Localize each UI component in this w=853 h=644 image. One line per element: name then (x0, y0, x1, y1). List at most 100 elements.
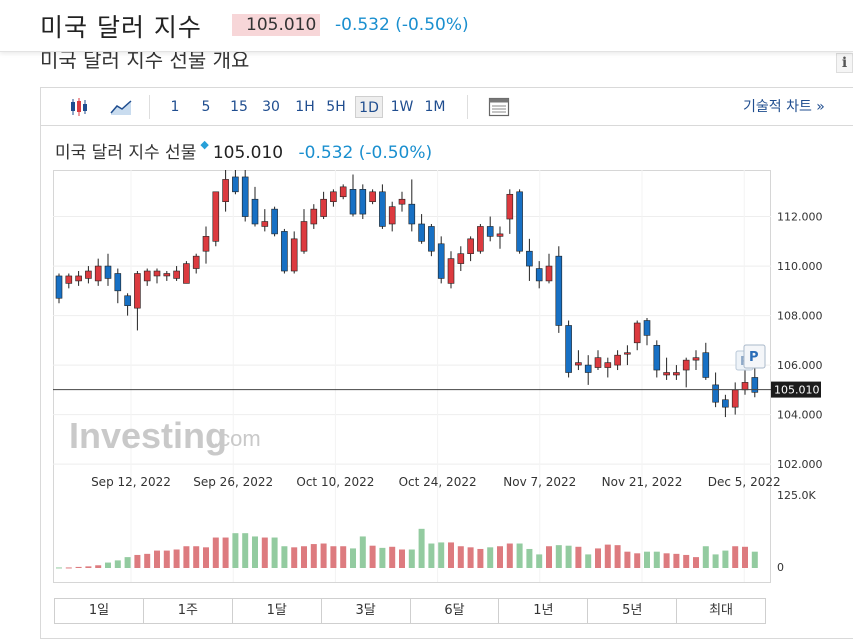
star-icon: ◆ (200, 138, 209, 151)
candle (486, 226, 494, 237)
volume-bar (124, 557, 131, 568)
candle (222, 179, 229, 203)
time-range-selector: 1일 1주 1달 3달 6달 1년 5년 최대 (54, 598, 766, 624)
volume-bar (506, 543, 513, 568)
range-5y[interactable]: 5년 (588, 599, 678, 623)
volume-bar (154, 550, 160, 568)
interval-1d[interactable]: 1D (355, 96, 383, 118)
volume-bar (310, 544, 317, 568)
candle (55, 275, 63, 299)
candle (75, 275, 82, 282)
candle (663, 372, 670, 376)
candle (575, 362, 582, 366)
watermark-dotcom: .com (213, 426, 261, 451)
candle (379, 191, 386, 227)
x-axis-label: Nov 21, 2022 (602, 475, 683, 489)
candle (447, 258, 455, 284)
price-change: -0.532 (-0.50%) (335, 15, 469, 35)
candle (192, 255, 200, 269)
candle (653, 344, 661, 371)
range-1y[interactable]: 1년 (499, 599, 589, 623)
candle (496, 233, 504, 237)
candle (437, 243, 445, 279)
volume-bar (448, 542, 454, 568)
volume-bar (438, 542, 445, 568)
table-view-icon[interactable] (487, 96, 511, 118)
volume-bar (595, 548, 601, 568)
range-1d[interactable]: 1일 (55, 599, 144, 623)
volume-bar (242, 533, 249, 568)
interval-5[interactable]: 5 (201, 99, 211, 115)
chart-widget: 1 5 15 30 1H 5H 1D 1W 1M 기술적 차트 » 미국 달러 … (40, 87, 853, 639)
candle (408, 203, 416, 225)
candle (183, 263, 190, 284)
info-icon[interactable]: i (836, 53, 853, 73)
volume-bar (85, 566, 92, 568)
candle (143, 270, 151, 282)
candle (565, 325, 572, 373)
chart-toolbar: 1 5 15 30 1H 5H 1D 1W 1M 기술적 차트 » (41, 88, 853, 126)
volume-bar (95, 565, 102, 568)
volume-max-label: 125.0K (777, 489, 816, 502)
interval-1m[interactable]: 1M (424, 99, 446, 115)
chart-change: -0.532 (298, 143, 354, 163)
candle (526, 250, 533, 267)
candle (751, 377, 759, 393)
candle (673, 372, 680, 376)
candle (339, 186, 347, 198)
candle (369, 191, 376, 203)
volume-bar (634, 553, 641, 568)
volume-bar (134, 554, 141, 568)
candle (555, 255, 563, 326)
range-6m[interactable]: 6달 (410, 599, 500, 623)
interval-5h[interactable]: 5H (326, 99, 346, 115)
x-axis-label: Sep 12, 2022 (91, 475, 171, 489)
candle (584, 364, 592, 373)
volume-bar (340, 546, 347, 568)
x-axis-label: Nov 7, 2022 (503, 475, 576, 489)
interval-15[interactable]: 15 (230, 99, 248, 115)
y-tick-label: 110.000 (777, 260, 823, 273)
range-1m[interactable]: 1달 (232, 599, 322, 623)
candle (702, 352, 710, 378)
current-price-label (771, 381, 821, 398)
volume-bar (565, 545, 572, 568)
interval-30[interactable]: 30 (262, 99, 280, 115)
area-chart-icon[interactable] (109, 96, 133, 118)
price-chart[interactable]: 102.000 104.000 106.000 108.000 110.000 112.0… (53, 170, 843, 590)
volume-bar (144, 553, 151, 568)
range-max[interactable]: 최대 (677, 599, 765, 623)
candle (692, 357, 700, 361)
range-1w[interactable]: 1주 (143, 599, 233, 623)
volume-bar (526, 548, 533, 568)
interval-1[interactable]: 1 (170, 99, 180, 115)
candle (212, 191, 220, 242)
range-3m[interactable]: 3달 (321, 599, 411, 623)
interval-1w[interactable]: 1W (390, 99, 414, 115)
volume-bar (477, 548, 484, 568)
volume-bar (56, 567, 62, 569)
volume-bar (546, 546, 552, 568)
volume-bar (732, 546, 739, 568)
volume-bar (320, 543, 327, 568)
x-axis-label: Sep 26, 2022 (193, 475, 273, 489)
volume-bar (604, 544, 611, 568)
candle (290, 238, 298, 272)
chart-instrument-name: 미국 달러 지수 선물 (55, 143, 197, 163)
interval-1h[interactable]: 1H (295, 99, 315, 115)
volume-bar (487, 547, 494, 568)
volume-bar (212, 537, 219, 568)
candle (85, 270, 92, 279)
volume-bar (555, 545, 562, 568)
candle (310, 208, 318, 225)
event-marker: P (743, 344, 766, 369)
x-axis-label: Dec 5, 2022 (708, 475, 781, 489)
candle (428, 226, 435, 252)
candle (94, 265, 102, 282)
volume-bar (693, 557, 699, 568)
chart-header: 미국 달러 지수 선물 ◆ 105.010 -0.532 (-0.50%) (55, 138, 432, 163)
candlestick-icon[interactable] (67, 96, 91, 118)
volume-bar (163, 550, 170, 568)
technical-chart-link[interactable]: 기술적 차트 » (743, 99, 825, 115)
y-tick-label: 106.000 (777, 359, 823, 372)
